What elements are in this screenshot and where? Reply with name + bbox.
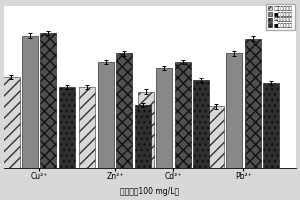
Bar (156, 68, 172, 168)
Bar (208, 106, 224, 168)
Legend: □纳基蒙脱土, ■脂肽改性纳, ☑脂肽改性纳, ■脂肽改性纳: □纳基蒙脱土, ■脂肽改性纳, ☑脂肽改性纳, ■脂肽改性纳 (266, 4, 295, 30)
Bar (4, 77, 20, 168)
Bar (226, 53, 242, 168)
Bar (59, 87, 75, 168)
Bar (22, 36, 38, 168)
Bar (193, 80, 209, 168)
Bar (244, 39, 261, 168)
Bar (135, 105, 151, 168)
Bar (79, 87, 95, 168)
X-axis label: 重金属（100 mg/L）: 重金属（100 mg/L） (120, 187, 180, 196)
Bar (40, 33, 56, 168)
Bar (98, 62, 114, 168)
Bar (116, 53, 132, 168)
Bar (175, 62, 190, 168)
Bar (263, 83, 279, 168)
Bar (138, 92, 154, 168)
